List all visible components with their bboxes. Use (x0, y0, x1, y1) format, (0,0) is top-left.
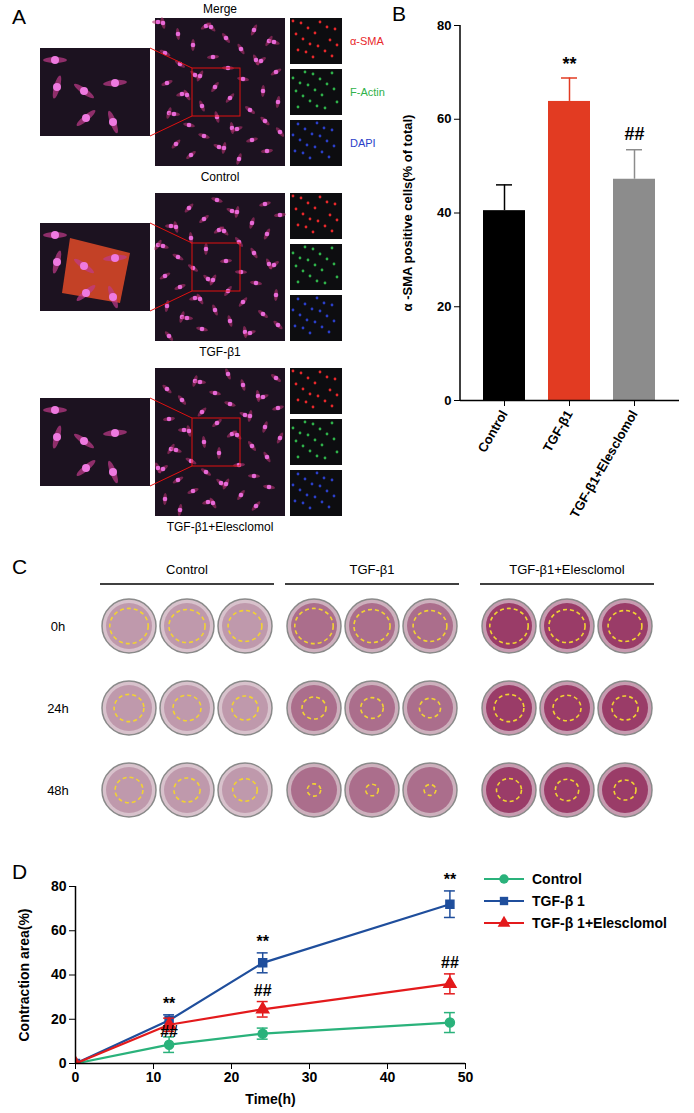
svg-text:60: 60 (437, 111, 451, 126)
svg-text:60: 60 (51, 922, 67, 938)
svg-text:0: 0 (444, 393, 451, 408)
svg-text:C: C (12, 555, 27, 578)
html-text:TGF-β 1+Elesclomol: TGF-β 1+Elesclomol (532, 915, 667, 931)
svg-text:TGF-β1: TGF-β1 (349, 562, 394, 577)
svg-text:##: ## (624, 124, 644, 144)
svg-text:TGF-β1: TGF-β1 (540, 408, 576, 455)
svg-text:48h: 48h (47, 783, 69, 798)
svg-text:10: 10 (146, 1069, 162, 1085)
svg-text:40: 40 (380, 1069, 396, 1085)
svg-text:A: A (12, 5, 26, 28)
svg-text:0h: 0h (51, 619, 65, 634)
html-text:TGF-β 1: TGF-β 1 (532, 893, 585, 909)
svg-text:**: ** (562, 54, 576, 74)
svg-text:80: 80 (437, 18, 451, 33)
svg-text:0: 0 (59, 1055, 67, 1071)
svg-text:α-SMA: α-SMA (350, 35, 385, 47)
svg-text:α -SMA positive cells(% of tot: α -SMA positive cells(% of total) (400, 115, 415, 312)
svg-text:**: ** (163, 995, 176, 1012)
svg-text:DAPI: DAPI (350, 137, 376, 149)
svg-text:F-Actin: F-Actin (350, 86, 385, 98)
svg-text:Control: Control (201, 170, 240, 184)
svg-text:TGF-β1: TGF-β1 (199, 345, 241, 359)
svg-text:**: ** (444, 871, 457, 888)
svg-text:Control: Control (475, 408, 511, 456)
html-text:D: D (12, 860, 28, 883)
svg-text:TGF-β1+Elesclomol: TGF-β1+Elesclomol (167, 520, 274, 534)
svg-text:##: ## (254, 982, 272, 999)
svg-text:20: 20 (51, 1011, 67, 1027)
svg-text:TGF-β1+Elesclomol: TGF-β1+Elesclomol (509, 562, 625, 577)
svg-text:80: 80 (51, 878, 67, 894)
svg-text:20: 20 (224, 1069, 240, 1085)
svg-text:20: 20 (437, 299, 451, 314)
svg-text:30: 30 (302, 1069, 318, 1085)
svg-text:**: ** (256, 933, 269, 950)
svg-text:##: ## (160, 1023, 178, 1040)
svg-text:TGF-β1+Elesclomol: TGF-β1+Elesclomol (567, 408, 641, 521)
svg-text:40: 40 (437, 205, 451, 220)
svg-text:40: 40 (51, 966, 67, 982)
svg-text:Contraction area(%): Contraction area(%) (16, 908, 32, 1041)
svg-text:24h: 24h (47, 701, 69, 716)
svg-text:50: 50 (458, 1069, 474, 1085)
html-text:B: B (392, 2, 406, 25)
html-text:Control: Control (532, 871, 582, 887)
svg-text:Time(h): Time(h) (245, 1091, 295, 1107)
svg-text:##: ## (441, 954, 459, 971)
svg-text:Merge: Merge (203, 2, 237, 16)
svg-text:Control: Control (166, 562, 208, 577)
svg-text:0: 0 (72, 1069, 80, 1085)
